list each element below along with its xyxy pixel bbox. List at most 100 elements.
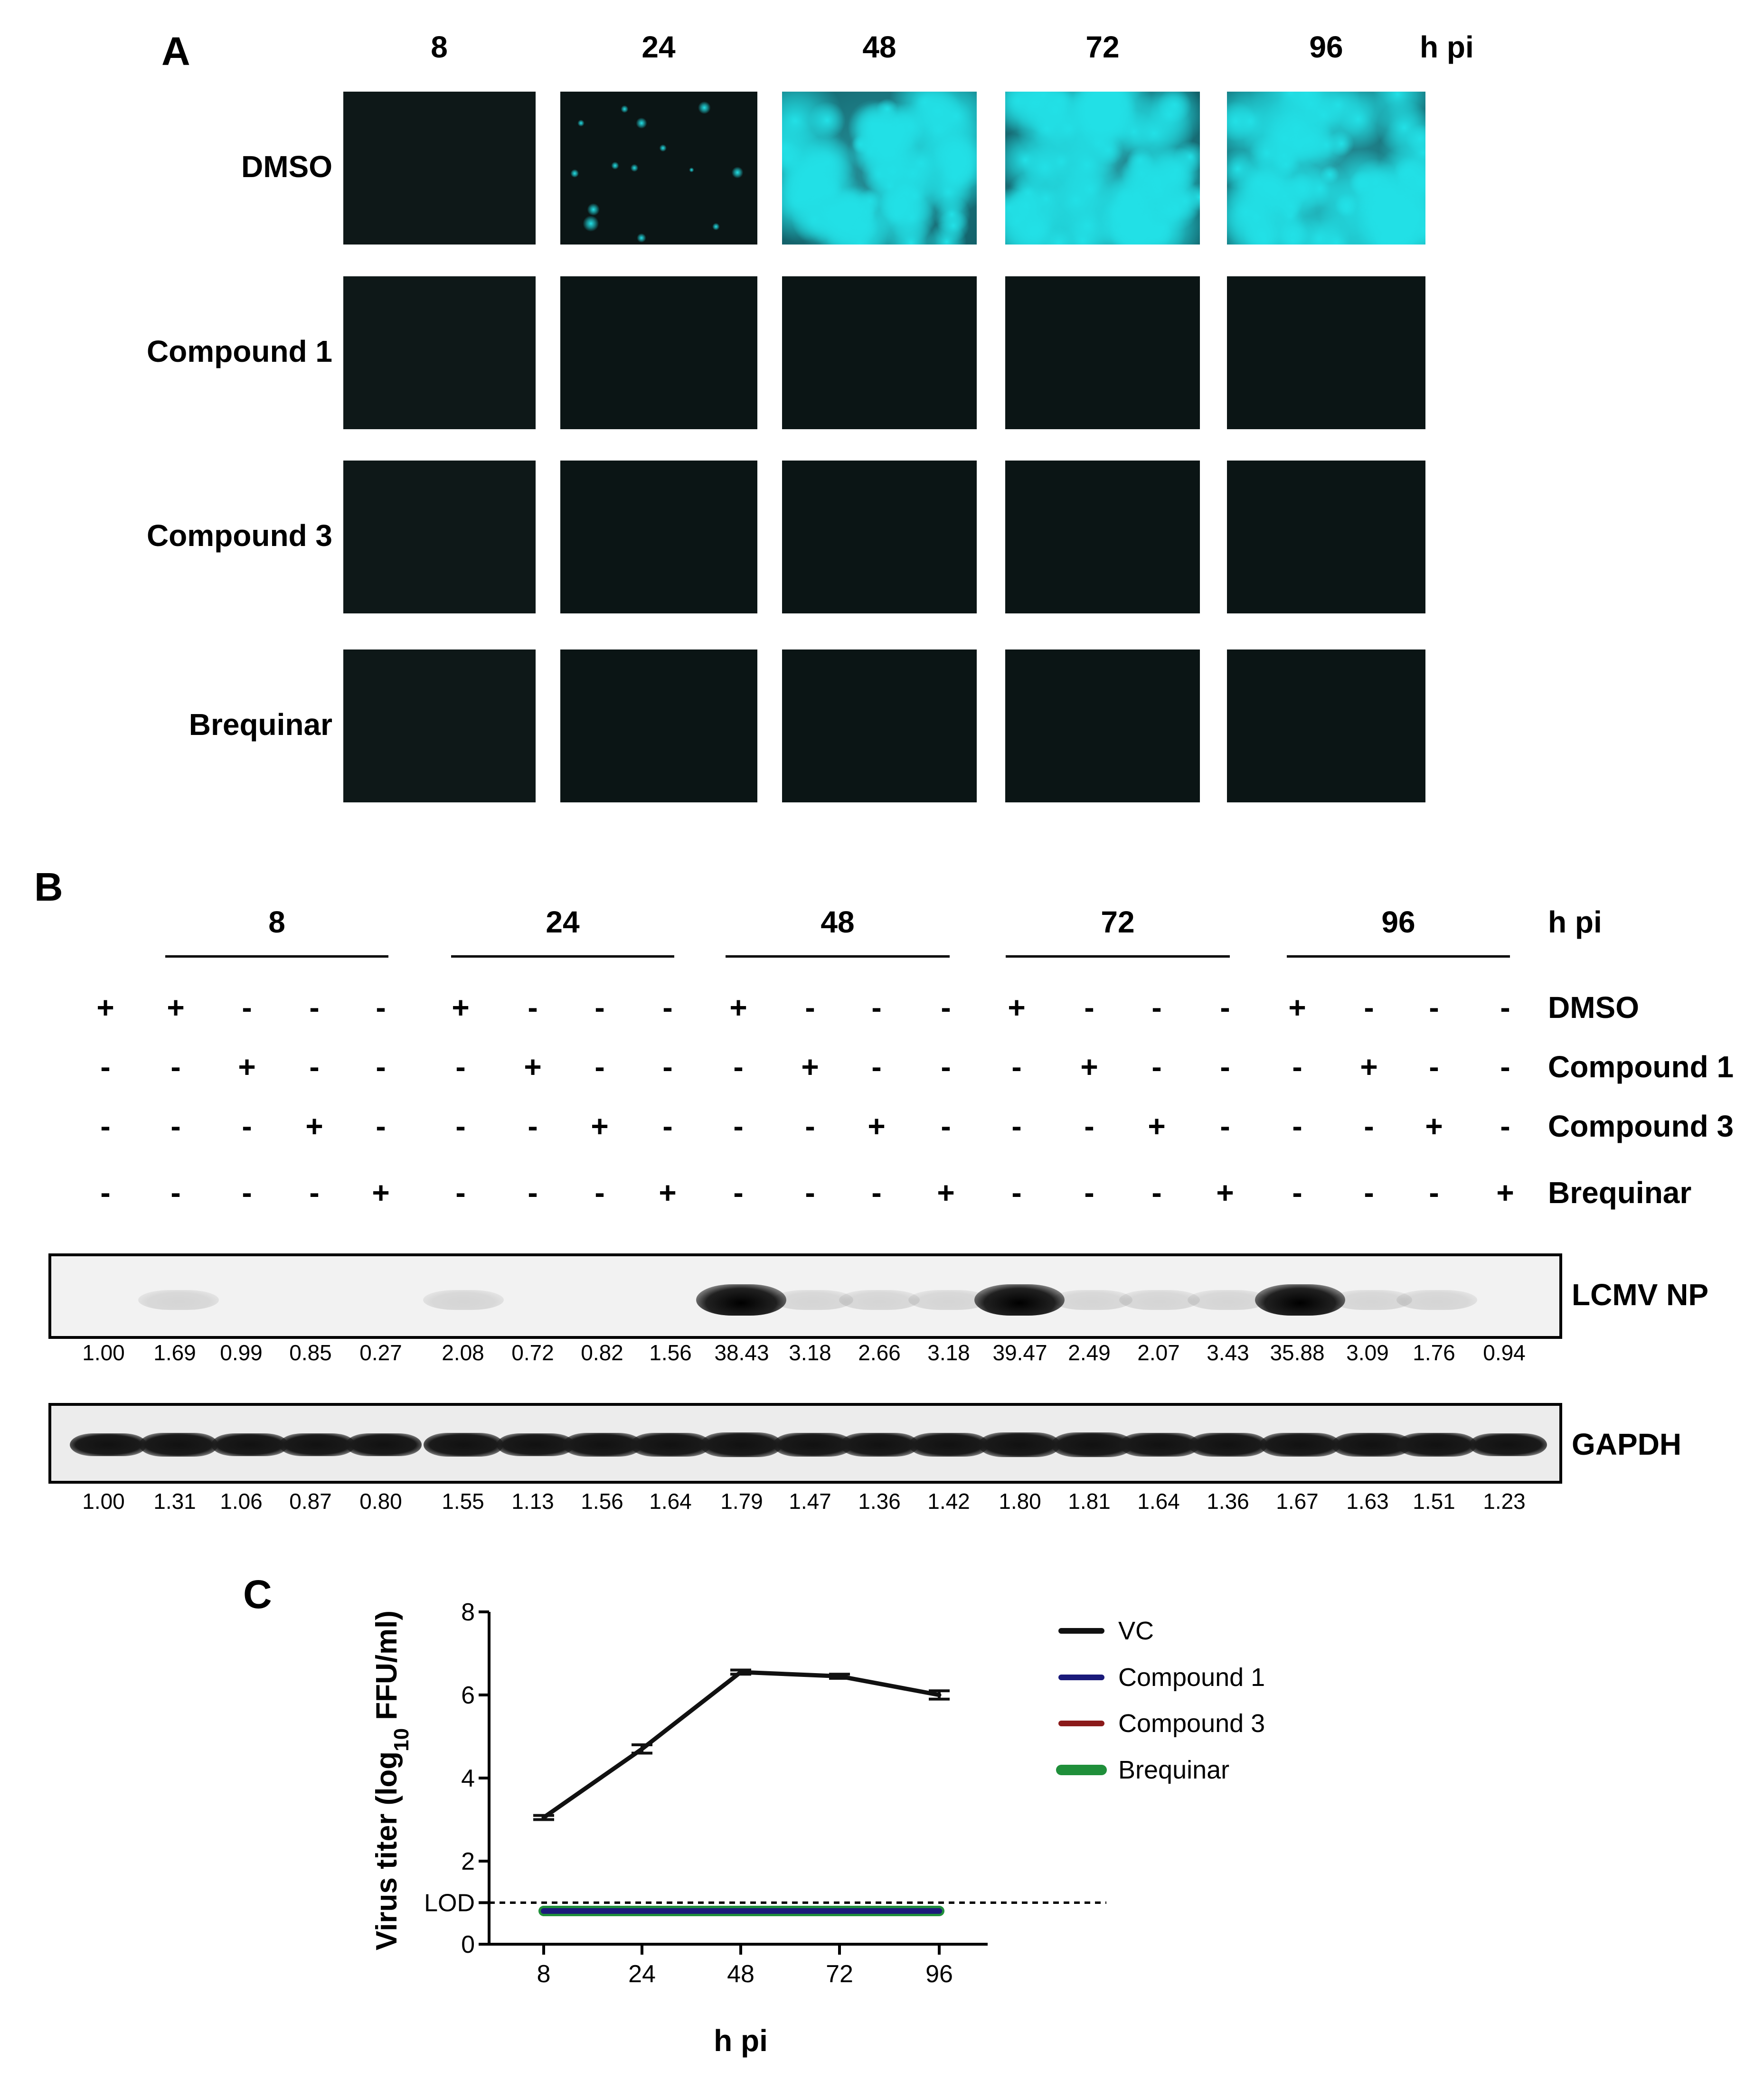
panel-b-letter: B xyxy=(34,865,63,909)
treatment-sign: - xyxy=(1011,1050,1022,1084)
panel-a-timepoint: 96 xyxy=(1309,30,1343,64)
fluorescence-image xyxy=(1005,461,1200,613)
lcmv-value: 0.27 xyxy=(359,1340,402,1365)
treatment-sign: - xyxy=(376,1050,386,1084)
treatment-sign: + xyxy=(452,990,470,1025)
treatment-sign: - xyxy=(1500,1109,1510,1143)
timepoint-bracket-line xyxy=(1006,955,1230,958)
fluorescence-image xyxy=(1005,92,1200,245)
lcmv-value: 1.76 xyxy=(1413,1340,1455,1365)
panel-c-letter: C xyxy=(243,1572,272,1617)
gel-band xyxy=(696,1284,786,1316)
treatment-sign: - xyxy=(1011,1109,1022,1143)
fluorescence-image xyxy=(782,92,977,245)
treatment-sign: - xyxy=(455,1176,466,1210)
fluorescence-image xyxy=(560,92,757,245)
lcmv-value: 3.18 xyxy=(789,1340,831,1365)
treatment-label: DMSO xyxy=(1548,990,1639,1025)
fluorescence-image xyxy=(560,461,757,613)
gel-band xyxy=(1052,1290,1132,1310)
treatment-sign: - xyxy=(1364,990,1374,1025)
x-tick-label: 96 xyxy=(925,1960,953,1988)
treatment-sign: - xyxy=(1151,1050,1162,1084)
gel-band xyxy=(700,1432,782,1457)
treatment-sign: - xyxy=(941,990,951,1025)
gel-band xyxy=(70,1433,147,1456)
treatment-sign: + xyxy=(1288,990,1306,1025)
timepoint-bracket-line xyxy=(726,955,950,958)
gel-band xyxy=(1119,1432,1200,1457)
lcmv-value: 3.18 xyxy=(927,1340,970,1365)
x-tick-label: 8 xyxy=(537,1960,551,1988)
treatment-sign: - xyxy=(309,1176,320,1210)
treatment-sign: - xyxy=(242,1109,252,1143)
treatment-sign: - xyxy=(528,1176,538,1210)
gel-band xyxy=(423,1290,504,1310)
treatment-sign: - xyxy=(805,990,815,1025)
gel-band xyxy=(1255,1284,1345,1316)
gel-band xyxy=(1396,1432,1477,1457)
gapdh-value: 1.42 xyxy=(927,1489,970,1514)
treatment-sign: + xyxy=(801,1050,819,1084)
legend-label: Compound 3 xyxy=(1118,1709,1265,1738)
panel-a-row-label: Compound 1 xyxy=(146,334,332,368)
panel-b-timepoint: 24 xyxy=(546,905,580,939)
treatment-sign: + xyxy=(937,1176,955,1210)
gapdh-value: 1.64 xyxy=(649,1489,692,1514)
treatment-sign: - xyxy=(733,1050,744,1084)
treatment-sign: - xyxy=(1364,1109,1374,1143)
panel-b-timepoint: 72 xyxy=(1101,905,1135,939)
gel-band xyxy=(1396,1290,1477,1310)
series-line xyxy=(541,1670,942,1820)
lcmv-np-label: LCMV NP xyxy=(1572,1278,1708,1312)
fluorescence-image xyxy=(1227,649,1425,802)
fluorescence-image xyxy=(343,276,536,429)
gapdh-value: 0.87 xyxy=(289,1489,332,1514)
lcmv-value: 1.56 xyxy=(649,1340,692,1365)
treatment-sign: - xyxy=(1084,1176,1094,1210)
lcmv-value: 38.43 xyxy=(714,1340,769,1365)
gapdh-value: 1.55 xyxy=(442,1489,484,1514)
treatment-sign: - xyxy=(662,990,673,1025)
treatment-sign: - xyxy=(1220,1050,1230,1084)
timepoint-bracket-line xyxy=(451,955,674,958)
gapdh-value: 1.13 xyxy=(511,1489,554,1514)
treatment-sign: - xyxy=(309,1050,320,1084)
treatment-sign: - xyxy=(1500,990,1510,1025)
treatment-sign: - xyxy=(100,1176,111,1210)
legend-label: Compound 1 xyxy=(1118,1663,1265,1692)
lcmv-value: 35.88 xyxy=(1270,1340,1325,1365)
panel-b-timepoint: 8 xyxy=(268,905,285,939)
treatment-sign: + xyxy=(167,990,185,1025)
treatment-sign: - xyxy=(1364,1176,1374,1210)
treatment-sign: - xyxy=(662,1109,673,1143)
gapdh-value: 1.47 xyxy=(789,1489,831,1514)
timepoint-bracket-line xyxy=(1287,955,1510,958)
gapdh-value: 1.36 xyxy=(858,1489,901,1514)
treatment-sign: - xyxy=(871,1176,882,1210)
treatment-sign: + xyxy=(1216,1176,1234,1210)
lcmv-value: 1.00 xyxy=(82,1340,125,1365)
panel-a-timepoint: 72 xyxy=(1085,30,1120,64)
lcmv-value: 0.85 xyxy=(289,1340,332,1365)
gel-band xyxy=(979,1432,1060,1457)
treatment-label: Brequinar xyxy=(1548,1176,1692,1210)
treatment-sign: - xyxy=(805,1176,815,1210)
treatment-sign: - xyxy=(376,1109,386,1143)
gapdh-value: 1.64 xyxy=(1137,1489,1180,1514)
treatment-label: Compound 1 xyxy=(1548,1050,1734,1084)
panel-a-timepoint: 8 xyxy=(431,30,448,64)
treatment-sign: - xyxy=(455,1050,466,1084)
x-tick-label: 24 xyxy=(628,1960,656,1988)
treatment-sign: + xyxy=(1080,1050,1098,1084)
treatment-sign: - xyxy=(1084,990,1094,1025)
fluorescence-image xyxy=(343,461,536,613)
gapdh-value: 1.56 xyxy=(581,1489,623,1514)
treatment-sign: - xyxy=(376,990,386,1025)
panel-a-letter: A xyxy=(161,29,190,74)
lcmv-value: 2.66 xyxy=(858,1340,901,1365)
treatment-sign: - xyxy=(309,990,320,1025)
treatment-sign: - xyxy=(528,990,538,1025)
lod-label: LOD xyxy=(424,1890,475,1917)
treatment-sign: - xyxy=(805,1109,815,1143)
